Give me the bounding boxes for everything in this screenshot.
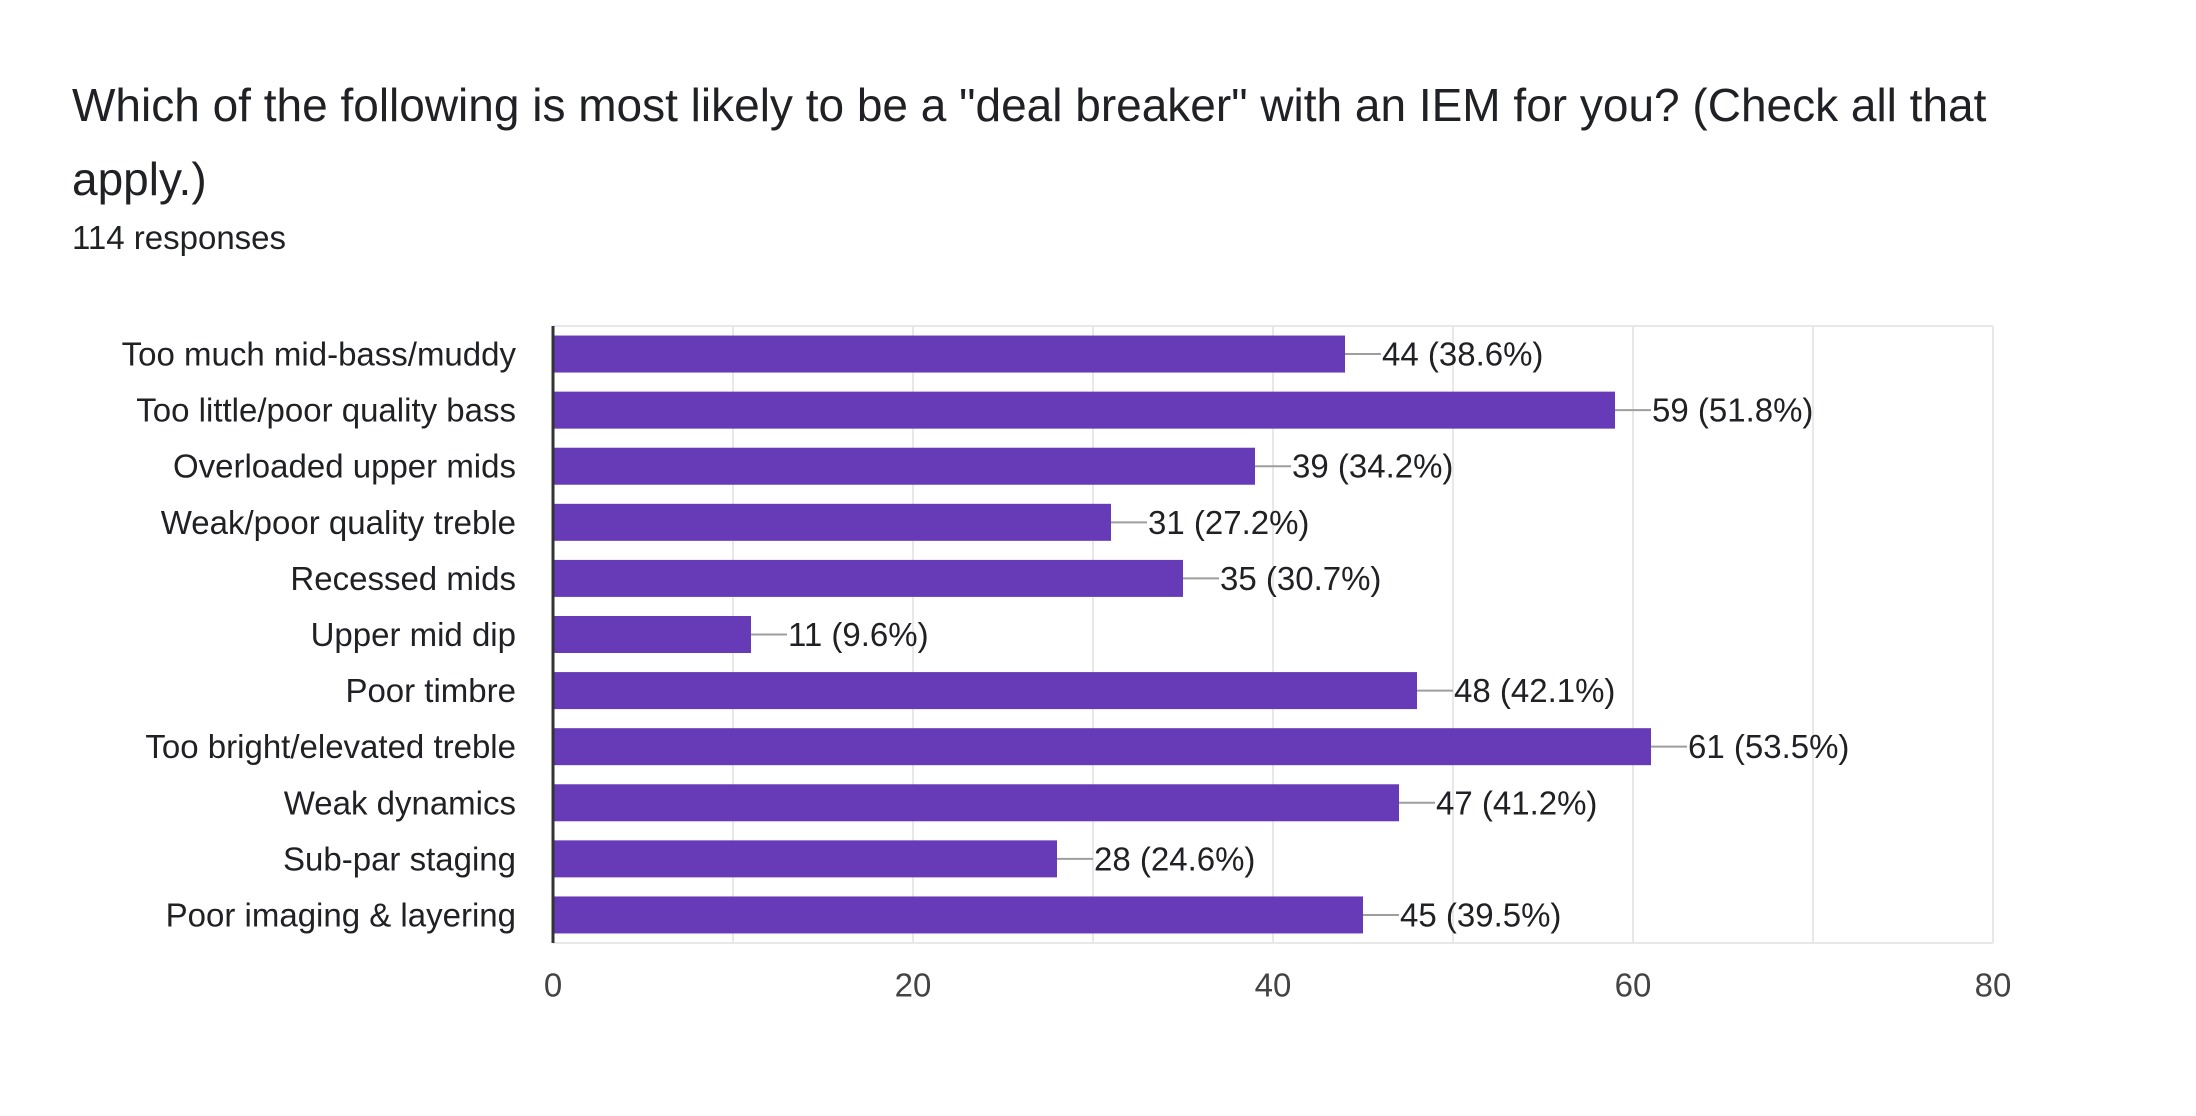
category-label: Weak/poor quality treble [161, 504, 516, 541]
data-label: 45 (39.5%) [1400, 896, 1561, 933]
category-labels: Too much mid-bass/muddy Too little/poor q… [122, 336, 517, 934]
bar [553, 335, 1345, 373]
x-tick-label: 60 [1615, 967, 1652, 1004]
bars [553, 335, 1651, 934]
bar [553, 559, 1183, 597]
data-label: 35 (30.7%) [1220, 560, 1381, 597]
data-label: 31 (27.2%) [1148, 504, 1309, 541]
x-tick-label: 20 [895, 967, 932, 1004]
bar [553, 391, 1615, 429]
category-label: Upper mid dip [311, 616, 516, 653]
category-label: Too much mid-bass/muddy [122, 336, 517, 373]
data-label: 28 (24.6%) [1094, 840, 1255, 877]
bar [553, 447, 1255, 485]
data-label: 11 (9.6%) [788, 616, 929, 653]
bar [553, 728, 1651, 766]
category-label: Poor imaging & layering [166, 896, 516, 933]
x-tick-labels: 0 20 40 60 80 [544, 967, 2012, 1004]
bar [553, 616, 751, 653]
category-label: Too bright/elevated treble [145, 728, 516, 765]
bar [553, 784, 1399, 822]
bar [553, 672, 1417, 710]
response-count: 114 responses [72, 219, 287, 256]
category-label: Too little/poor quality bass [136, 392, 516, 429]
bar [553, 840, 1057, 878]
data-label: 61 (53.5%) [1688, 728, 1849, 765]
category-label: Weak dynamics [284, 784, 516, 821]
grid-lines [553, 325, 1994, 944]
bar [553, 896, 1363, 934]
category-label: Overloaded upper mids [173, 448, 516, 485]
data-label: 39 (34.2%) [1292, 448, 1453, 485]
bar [553, 503, 1111, 541]
data-label: 59 (51.8%) [1652, 392, 1813, 429]
data-label: 44 (38.6%) [1382, 336, 1543, 373]
data-labels: 44 (38.6%) 59 (51.8%) 39 (34.2%) 31 (27.2%)… [788, 336, 1849, 934]
x-tick-label: 0 [544, 967, 562, 1004]
x-tick-label: 80 [1975, 967, 2012, 1004]
category-label: Recessed mids [290, 560, 516, 597]
category-label: Poor timbre [345, 672, 516, 709]
chart-title: Which of the following is most likely to… [72, 79, 1987, 205]
data-label: 48 (42.1%) [1454, 672, 1615, 709]
data-label: 47 (41.2%) [1436, 784, 1597, 821]
category-label: Sub-par staging [283, 840, 516, 877]
label-leaders [751, 353, 1687, 916]
x-tick-label: 40 [1255, 967, 1292, 1004]
